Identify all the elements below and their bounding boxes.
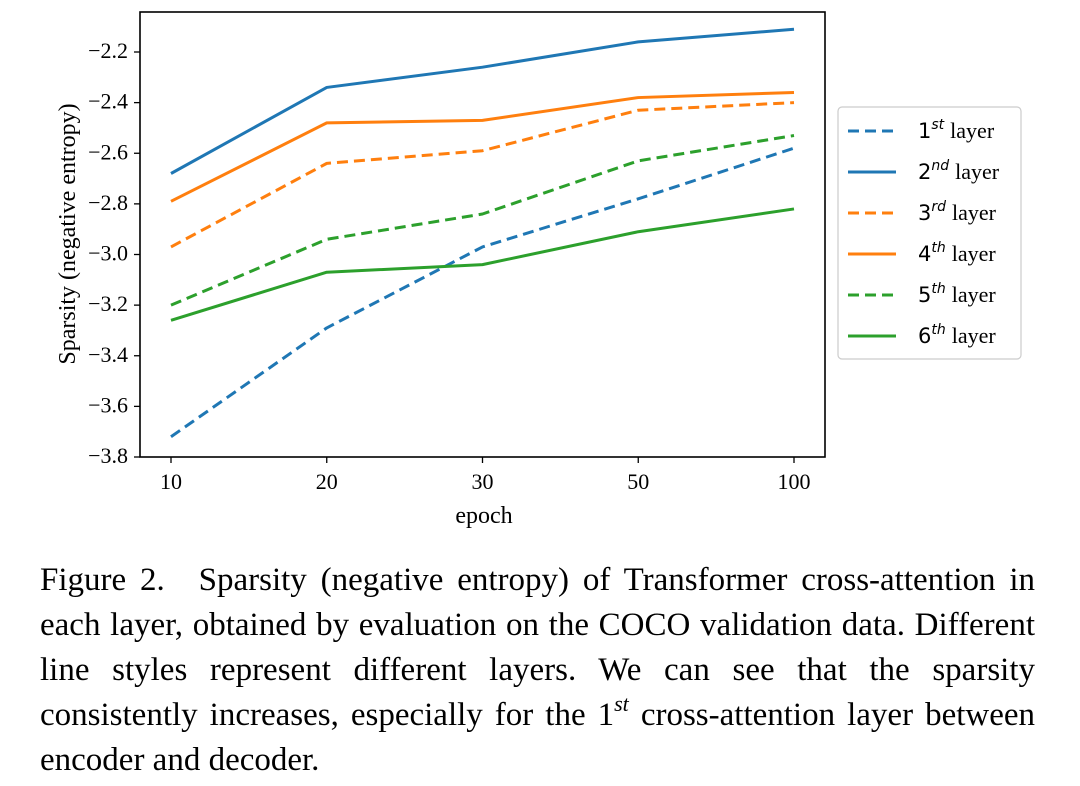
sparsity-line-chart: −2.2 −2.4 −2.6 −2.8 −3.0 −3.2 −3.4 −3.6 −3.8 10 2… [55,11,1022,529]
figure-caption: Figure 2. Sparsity (negative entropy) of… [40,558,1035,783]
series-layer [170,27,795,438]
y-tick-label: −2.2 [88,38,128,63]
legend-label-6: 6th layer [918,322,996,348]
x-tick-label: 10 [160,469,182,494]
y-tick-label: −2.8 [88,190,128,215]
series-line-5 [170,134,795,307]
caption-label: Figure 2. [40,562,165,598]
y-tick-label: −3.0 [88,241,128,266]
plot-frame [139,11,826,458]
y-tick-label: −3.8 [88,443,128,468]
x-axis-title: epoch [455,503,512,529]
series-line-6 [170,207,795,322]
y-tick-label: −3.4 [88,342,128,367]
x-axis: 10 20 30 50 100 [160,457,811,494]
legend-label-5: 5th layer [918,281,996,307]
y-tick-label: −2.4 [88,89,128,114]
series-line-3 [170,101,795,249]
legend-label-2: 2nd layer [918,158,1000,184]
legend-label-3: 3rd layer [918,199,997,225]
legend: 1st layer 2nd layer 3rd layer 4th layer 5th layer… [837,106,1022,360]
caption-text-end: cross-attention layer between encoder an… [40,697,1036,778]
x-tick-label: 50 [627,469,649,494]
legend-box [837,106,1022,360]
x-tick-label: 20 [316,469,338,494]
y-axis: −2.2 −2.4 −2.6 −2.8 −3.0 −3.2 −3.4 −3.6 −3.8 [88,38,140,468]
y-axis-title: Sparsity (negative entropy) [55,103,81,364]
series-line-4 [170,91,795,203]
x-tick-label: 100 [778,469,811,494]
legend-label-1: 1st layer [918,117,995,143]
caption-superscript: st [614,691,629,716]
y-tick-label: −3.6 [88,392,128,417]
y-tick-label: −2.6 [88,139,128,164]
caption-text: Sparsity (negative entropy) of Transform… [40,562,1035,733]
series-line-2 [170,27,795,175]
series-line-1 [170,146,795,438]
x-tick-label: 30 [472,469,494,494]
y-tick-label: −3.2 [88,291,128,316]
legend-label-4: 4th layer [918,240,996,266]
